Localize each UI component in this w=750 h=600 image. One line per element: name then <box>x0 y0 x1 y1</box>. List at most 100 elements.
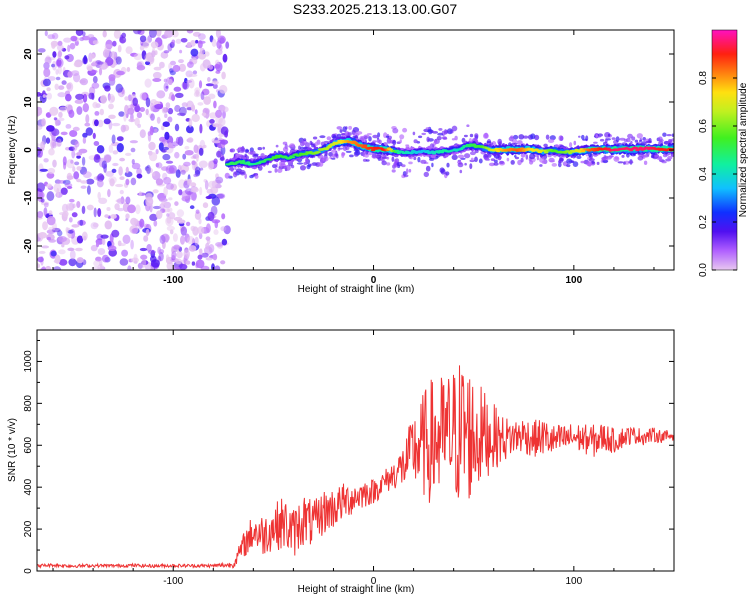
heatmap-cell <box>178 63 186 72</box>
heatmap-cell <box>67 71 73 78</box>
heatmap-cell <box>508 136 514 142</box>
heatmap-cell <box>197 254 203 260</box>
heatmap-cell <box>125 213 130 219</box>
colorbar-tick-label: 0.8 <box>698 71 709 85</box>
heatmap-cell <box>201 252 209 258</box>
heatmap-cell <box>168 62 173 70</box>
heatmap-cell <box>573 140 577 146</box>
heatmap-cell <box>164 30 174 38</box>
heatmap-cell <box>277 168 283 174</box>
heatmap-cell <box>131 162 141 170</box>
heatmap-cell <box>92 76 98 84</box>
heatmap-cell <box>180 226 187 236</box>
heatmap-cell <box>659 139 664 142</box>
heatmap-cell <box>49 106 59 116</box>
heatmap-cell <box>76 201 81 208</box>
heatmap-cell <box>42 94 46 98</box>
heatmap-cell <box>96 179 104 188</box>
heatmap-cell <box>314 141 318 147</box>
heatmap-cell <box>99 174 105 181</box>
heatmap-cell <box>48 210 53 216</box>
heatmap-cell <box>208 244 215 253</box>
heatmap-cell <box>206 188 213 194</box>
heatmap-cell <box>217 193 226 200</box>
heatmap-cell <box>62 156 67 166</box>
chart-title: S233.2025.213.13.00.G07 <box>293 1 457 17</box>
heatmap-cell <box>443 129 448 135</box>
heatmap-cell <box>66 175 74 180</box>
heatmap-cell <box>326 136 332 141</box>
heatmap-cell <box>173 86 182 92</box>
heatmap-cell <box>101 160 108 169</box>
heatmap-cell <box>145 97 151 108</box>
heatmap-cell <box>55 69 59 75</box>
heatmap-cell <box>52 51 57 58</box>
heatmap-cell <box>451 138 456 141</box>
heatmap-cell <box>212 140 221 144</box>
heatmap-cell <box>581 134 585 140</box>
heatmap-cell <box>164 131 170 140</box>
heatmap-cell <box>119 36 127 44</box>
heatmap-cell <box>146 244 152 252</box>
heatmap-cell <box>174 201 179 207</box>
heatmap-cell <box>128 118 136 123</box>
heatmap-cell <box>58 85 65 90</box>
heatmap-cell <box>186 42 192 48</box>
heatmap-cell <box>61 203 69 213</box>
heatmap-cell <box>336 126 343 130</box>
heatmap-cell <box>81 231 88 241</box>
heatmap-cell <box>192 70 198 75</box>
heatmap-cell <box>146 164 151 175</box>
heatmap-cell <box>74 140 80 148</box>
heatmap-cell <box>102 49 110 58</box>
spectrogram-x-label: Height of straight line (km) <box>298 284 415 295</box>
heatmap-cell <box>381 158 385 163</box>
heatmap-cell <box>93 260 101 267</box>
heatmap-cell <box>58 111 63 118</box>
heatmap-cell <box>72 126 80 132</box>
heatmap-cell <box>72 203 76 209</box>
heatmap-cell <box>160 51 169 59</box>
heatmap-cell <box>67 229 74 234</box>
heatmap-cell <box>211 180 218 189</box>
heatmap-cell <box>122 234 131 244</box>
heatmap-cell <box>184 150 194 156</box>
heatmap-cell <box>486 141 492 144</box>
heatmap-cell <box>211 196 221 206</box>
heatmap-cell <box>61 80 67 85</box>
heatmap-cell <box>44 56 52 65</box>
heatmap-cell <box>139 92 147 101</box>
snr-line-series <box>37 365 674 570</box>
heatmap-cell <box>273 156 278 159</box>
heatmap-cell <box>186 125 194 134</box>
heatmap-cell <box>441 136 447 140</box>
heatmap-cell <box>119 176 125 181</box>
heatmap-cell <box>108 114 116 120</box>
heatmap-cell <box>296 162 304 165</box>
heatmap-cell <box>412 131 416 136</box>
heatmap-cell <box>547 139 555 143</box>
heatmap-cell <box>169 229 174 235</box>
heatmap-cell <box>665 158 672 162</box>
heatmap-cell <box>194 166 201 175</box>
heatmap-cell <box>134 105 141 113</box>
heatmap-cell <box>130 239 134 250</box>
heatmap-cell <box>115 83 123 93</box>
heatmap-cell <box>135 204 141 215</box>
heatmap-cell <box>215 109 223 118</box>
heatmap-cell <box>46 92 52 100</box>
heatmap-cell <box>335 150 338 157</box>
heatmap-cell <box>402 127 408 133</box>
heatmap-cell <box>134 117 140 127</box>
heatmap-cell <box>67 247 74 251</box>
heatmap-cell <box>131 228 139 234</box>
heatmap-cell <box>176 251 183 259</box>
heatmap-cell <box>225 41 230 49</box>
heatmap-cell <box>543 143 548 148</box>
heatmap-cell <box>118 243 126 247</box>
heatmap-cell <box>180 38 188 43</box>
heatmap-cell <box>139 218 145 228</box>
heatmap-cell <box>418 135 423 139</box>
heatmap-cell <box>181 102 188 107</box>
